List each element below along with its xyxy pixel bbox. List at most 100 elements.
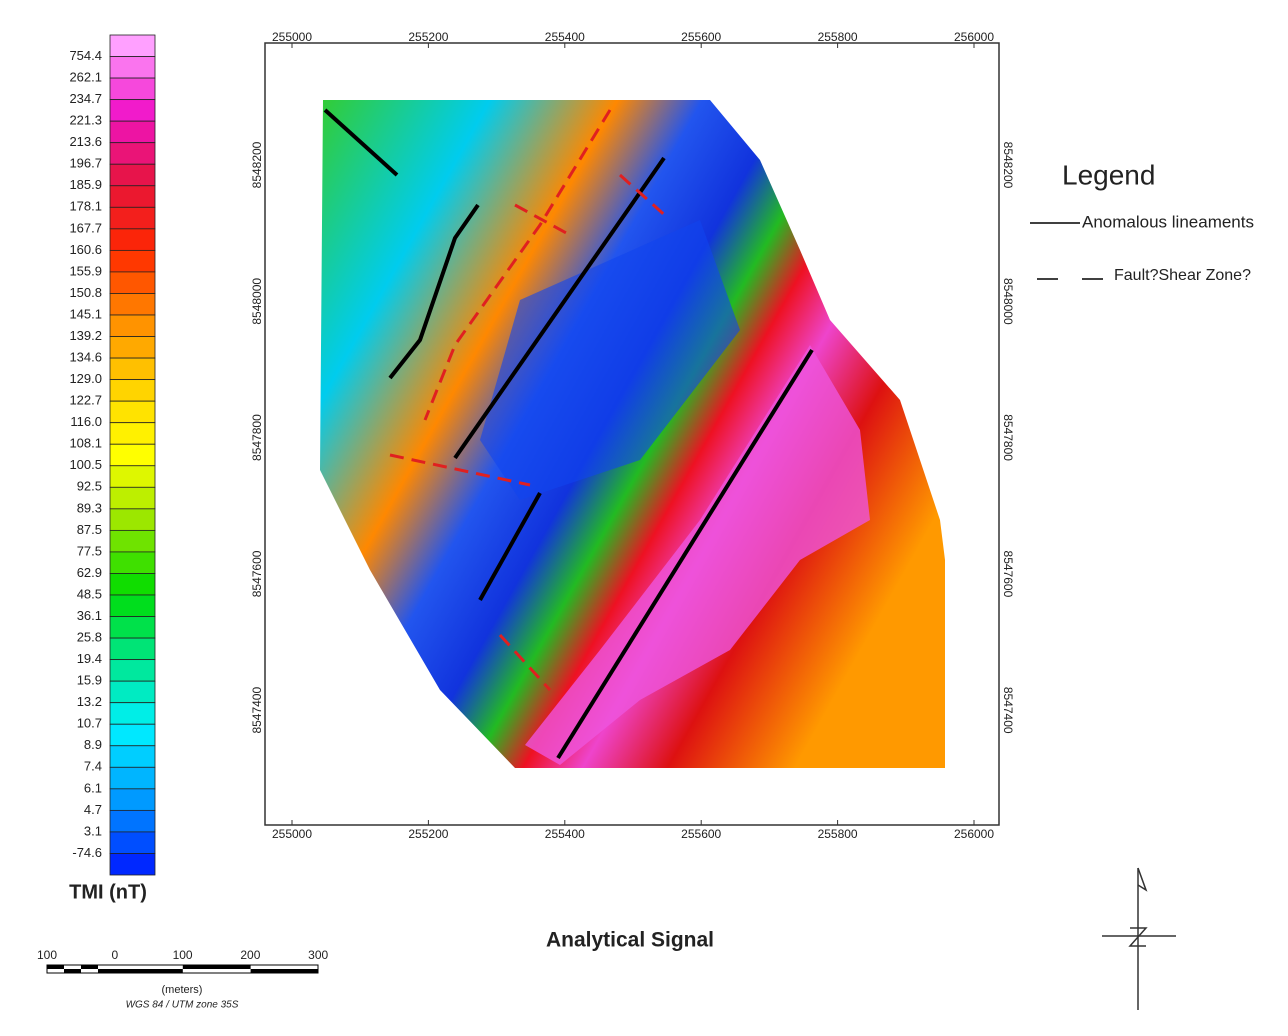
colorbar-band [109, 34, 156, 57]
colorbar-band [109, 809, 156, 833]
colorbar-band [109, 422, 156, 445]
colorbar-label: 87.5 [77, 522, 102, 537]
colorbar-label: 15.9 [77, 673, 102, 688]
colorbar: 754.4 262.1 234.7 221.3 213.6 196.7 185.9 178.1… [69, 34, 156, 876]
tmi-low [480, 220, 740, 500]
colorbar-label: 7.4 [84, 759, 102, 774]
colorbar-label: 48.5 [77, 586, 102, 601]
colorbar-band [109, 185, 156, 208]
scale-segment [81, 965, 98, 969]
scale-bar: 100 0 100 200 300 [37, 948, 329, 974]
x-tick-label: 255200 [408, 827, 448, 841]
colorbar-band [109, 616, 156, 639]
colorbar-label: 36.1 [77, 608, 102, 623]
colorbar-label: 262.1 [69, 70, 102, 85]
map-frame [264, 42, 1000, 826]
fault [514, 203, 571, 237]
colorbar-band [109, 314, 156, 337]
y-tick-label: 8548200 [250, 141, 264, 188]
colorbar-band [109, 228, 156, 251]
legend-item: Fault?Shear Zone? [1114, 267, 1251, 284]
colorbar-label: 178.1 [69, 199, 102, 214]
fault [389, 453, 531, 487]
colorbar-label: 221.3 [69, 113, 102, 128]
colorbar-label: 13.2 [77, 694, 102, 709]
scale-segment [47, 965, 64, 969]
colorbar-band [109, 443, 156, 467]
scale-segment [115, 969, 183, 973]
colorbar-band [109, 766, 156, 790]
colorbar-label: 754.4 [69, 48, 102, 63]
colorbar-band [109, 120, 156, 144]
scale-segment [98, 969, 115, 973]
colorbar-band [109, 551, 156, 574]
colorbar-label: 139.2 [69, 328, 102, 343]
colorbar-label: 3.1 [84, 823, 102, 838]
colorbar-band [109, 508, 156, 531]
fault [423, 109, 612, 421]
y-tick-label: 8547400 [250, 687, 264, 734]
colorbar-label: 62.9 [77, 565, 102, 580]
colorbar-label: 155.9 [69, 263, 102, 278]
colorbar-label: 185.9 [69, 177, 102, 192]
scale-label: 100 [37, 948, 57, 962]
y-tick-label: 8548000 [250, 278, 264, 325]
colorbar-band [109, 853, 156, 876]
scale-label: 200 [240, 948, 260, 962]
x-tick-label: 255000 [272, 30, 312, 44]
colorbar-label: 19.4 [77, 651, 102, 666]
colorbar-band [109, 206, 156, 230]
fault [498, 633, 552, 692]
colorbar-label: 167.7 [69, 220, 102, 235]
x-tick-label: 255200 [408, 30, 448, 44]
lineament [453, 156, 666, 460]
x-tick-label: 255600 [681, 30, 721, 44]
colorbar-label: 145.1 [69, 306, 102, 321]
colorbar-band [109, 723, 156, 747]
colorbar-band [109, 142, 156, 165]
colorbar-label: 4.7 [84, 802, 102, 817]
fault [618, 173, 670, 220]
colorbar-label: -74.6 [72, 845, 102, 860]
tmi-high [525, 345, 870, 765]
colorbar-label: 92.5 [77, 479, 102, 494]
colorbar-label: 108.1 [69, 436, 102, 451]
colorbar-band [109, 702, 156, 725]
scale-segment [64, 969, 81, 973]
legend-item: Anomalous lineaments [1082, 212, 1254, 231]
colorbar-label: 160.6 [69, 242, 102, 257]
y-tick-label: 8548000 [1001, 278, 1015, 325]
scale-label: 0 [111, 948, 118, 962]
colorbar-band [109, 637, 156, 661]
scale-unit: (meters) [162, 984, 203, 996]
colorbar-label: 25.8 [77, 630, 102, 645]
colorbar-band [109, 831, 156, 854]
colorbar-band [109, 680, 156, 704]
colorbar-band [109, 357, 156, 381]
colorbar-label: 89.3 [77, 500, 102, 515]
scale-label: 300 [308, 948, 328, 962]
colorbar-band [109, 271, 156, 294]
colorbar-title: TMI (nT) [69, 881, 147, 903]
colorbar-label: 129.0 [69, 371, 102, 386]
lineament [323, 108, 399, 177]
x-tick-label: 255600 [681, 827, 721, 841]
north-arrow [1102, 867, 1176, 1010]
colorbar-band [109, 77, 156, 101]
colorbar-band [109, 336, 156, 359]
colorbar-label: 8.9 [84, 737, 102, 752]
colorbar-label: 234.7 [69, 91, 102, 106]
colorbar-band [109, 659, 156, 682]
colorbar-label: 100.5 [69, 457, 102, 472]
colorbar-band [109, 529, 156, 553]
lineament [388, 203, 480, 380]
map-title: Analytical Signal [546, 929, 714, 952]
colorbar-band [109, 56, 156, 79]
y-tick-label: 8547400 [1001, 687, 1015, 734]
y-tick-label: 8547800 [1001, 414, 1015, 461]
colorbar-band [109, 99, 156, 122]
y-tick-label: 8547800 [250, 414, 264, 461]
colorbar-label: 213.6 [69, 134, 102, 149]
colorbar-label: 116.0 [70, 414, 102, 429]
x-tick-label: 255800 [818, 827, 858, 841]
